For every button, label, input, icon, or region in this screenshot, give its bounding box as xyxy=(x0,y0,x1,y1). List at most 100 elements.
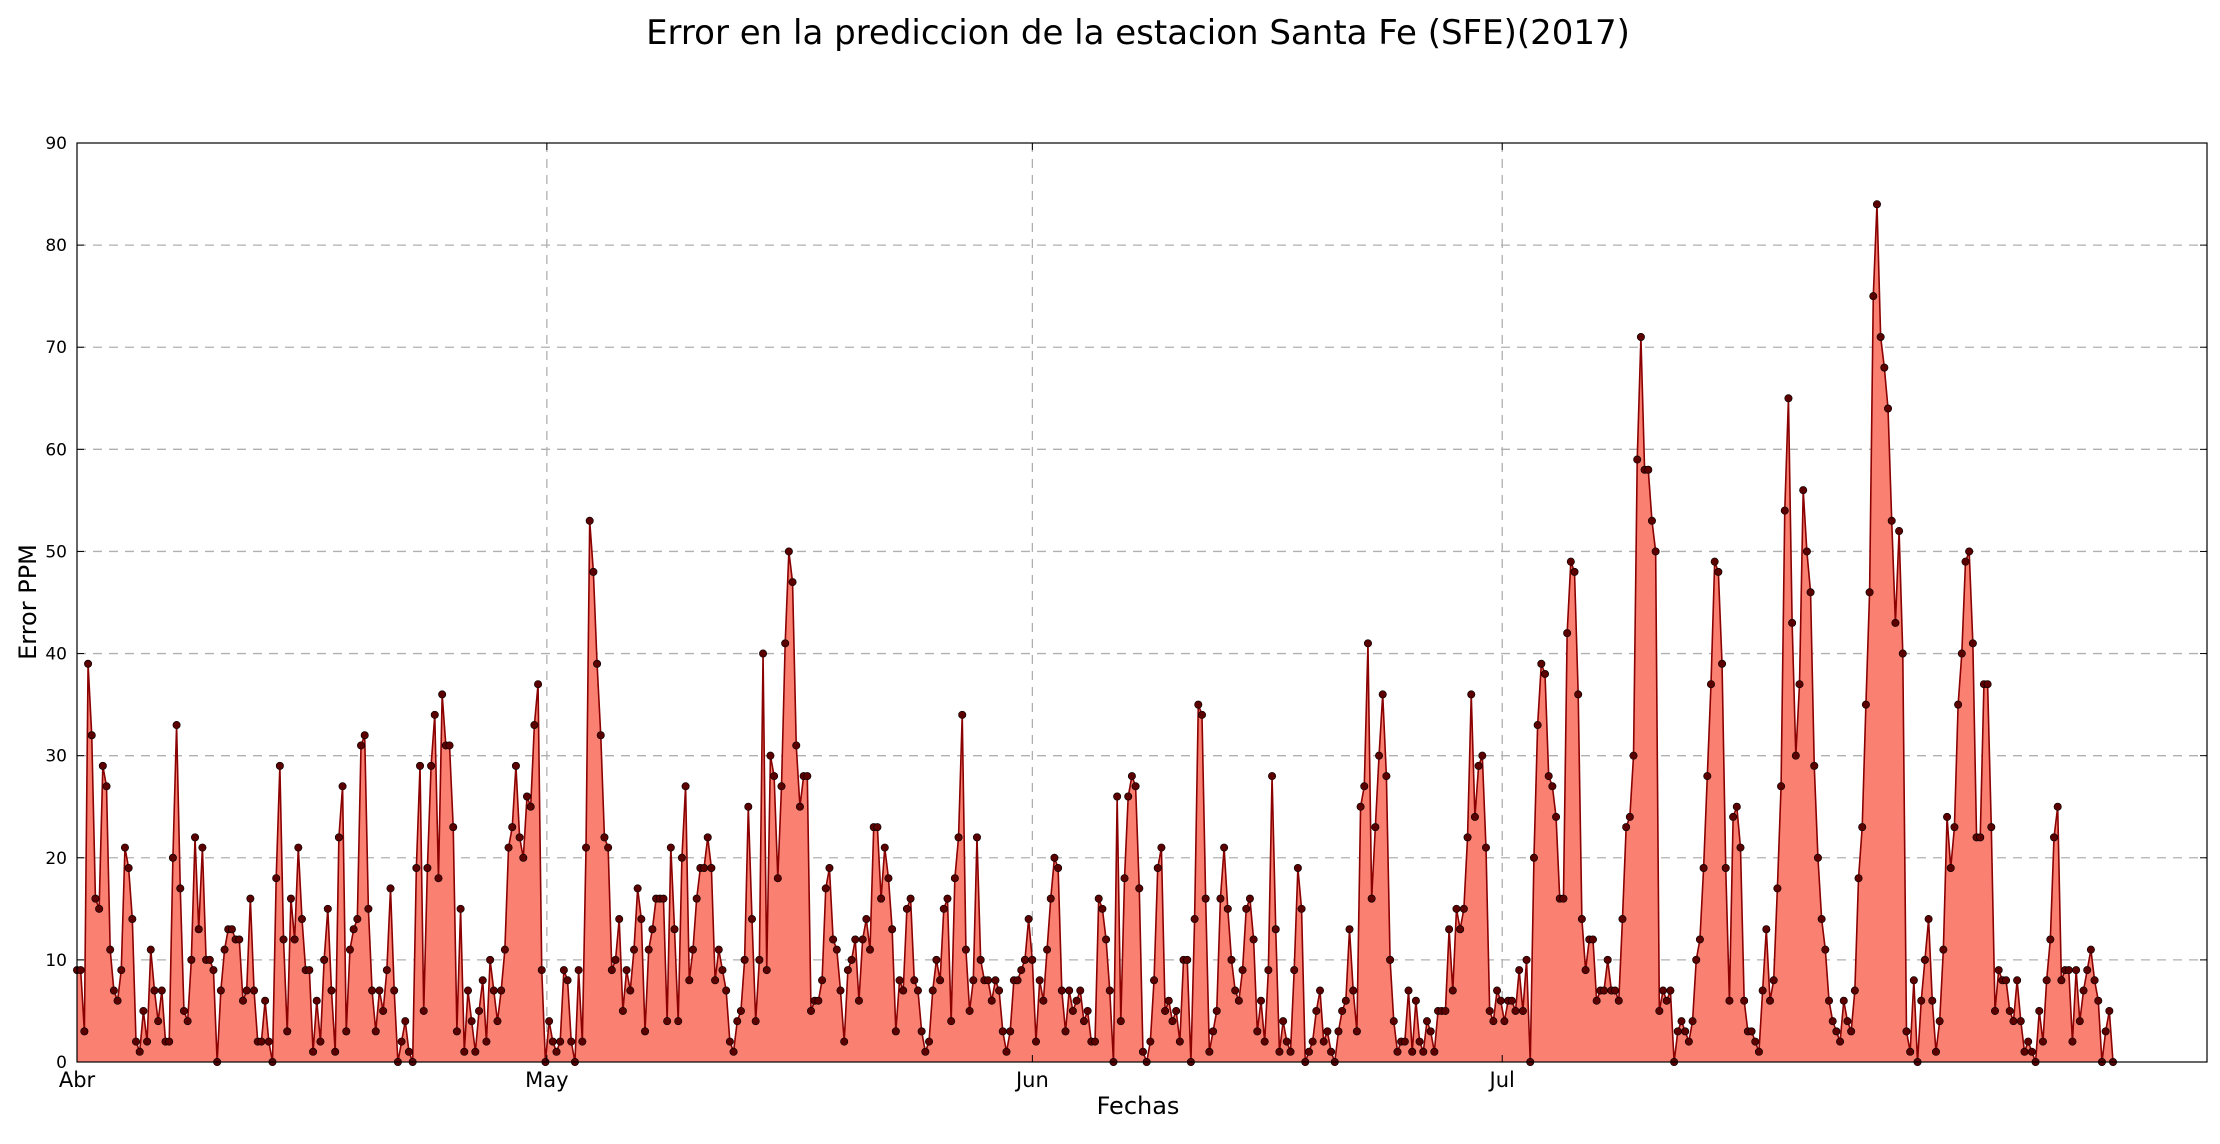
data-point xyxy=(1703,772,1712,781)
y-tick-label: 50 xyxy=(45,542,67,562)
ticks: 0 10 20 30 40 50 60 70 80 90 Abr May Jun Jul xyxy=(45,134,2207,1092)
data-point xyxy=(1847,1027,1856,1036)
data-point xyxy=(1869,292,1878,301)
data-point xyxy=(1581,966,1590,975)
data-point xyxy=(493,1017,502,1026)
data-point xyxy=(1459,904,1468,913)
data-point xyxy=(637,915,646,924)
data-point xyxy=(371,1027,380,1036)
data-point xyxy=(832,945,841,954)
data-point xyxy=(1415,1037,1424,1046)
data-point xyxy=(1795,680,1804,689)
data-point xyxy=(862,915,871,924)
data-point xyxy=(511,761,520,770)
data-point xyxy=(1481,843,1490,852)
data-point xyxy=(947,1017,956,1026)
data-point xyxy=(279,935,288,944)
data-point xyxy=(1091,1037,1100,1046)
data-point xyxy=(286,894,295,903)
data-point xyxy=(95,904,104,913)
data-point xyxy=(216,986,225,995)
data-point xyxy=(851,935,860,944)
data-point xyxy=(1356,802,1365,811)
data-point xyxy=(449,823,458,832)
data-point xyxy=(2053,802,2062,811)
data-point xyxy=(1681,1027,1690,1036)
data-point xyxy=(1035,976,1044,985)
data-point xyxy=(497,986,506,995)
data-point xyxy=(419,1006,428,1015)
data-point xyxy=(80,1027,89,1036)
data-point xyxy=(939,904,948,913)
data-point xyxy=(1544,772,1553,781)
data-point xyxy=(1924,915,1933,924)
data-point xyxy=(740,955,749,964)
data-point xyxy=(534,680,543,689)
data-point xyxy=(1729,812,1738,821)
data-point xyxy=(618,1006,627,1015)
data-point xyxy=(1253,1027,1262,1036)
data-point xyxy=(368,986,377,995)
data-point xyxy=(2105,1006,2114,1015)
data-point xyxy=(312,996,321,1005)
data-point xyxy=(607,966,616,975)
data-point xyxy=(1802,547,1811,556)
data-point xyxy=(401,1017,410,1026)
data-point xyxy=(1880,363,1889,372)
data-point xyxy=(172,721,181,730)
data-point xyxy=(891,1027,900,1036)
data-point xyxy=(1537,659,1546,668)
data-point xyxy=(1518,1006,1527,1015)
data-point xyxy=(2035,1006,2044,1015)
data-point xyxy=(873,823,882,832)
data-point xyxy=(364,904,373,913)
data-point xyxy=(1994,966,2003,975)
axes xyxy=(76,142,2208,1063)
data-point xyxy=(275,761,284,770)
data-point xyxy=(1349,986,1358,995)
data-point xyxy=(309,1047,318,1056)
data-point xyxy=(500,945,509,954)
data-point xyxy=(1297,904,1306,913)
data-point xyxy=(843,966,852,975)
data-point xyxy=(1928,996,1937,1005)
data-point xyxy=(1666,986,1675,995)
data-point xyxy=(109,986,118,995)
data-point xyxy=(877,894,886,903)
data-point xyxy=(1172,1006,1181,1015)
data-point xyxy=(1017,966,1026,975)
data-point xyxy=(1408,1047,1417,1056)
data-point xyxy=(1463,833,1472,842)
data-point xyxy=(954,833,963,842)
data-point xyxy=(784,547,793,556)
data-point xyxy=(1268,772,1277,781)
data-point xyxy=(674,1017,683,1026)
data-point xyxy=(1496,996,1505,1005)
data-point xyxy=(1754,1047,1763,1056)
data-point xyxy=(120,843,129,852)
data-point xyxy=(478,976,487,985)
data-point xyxy=(1216,894,1225,903)
data-point xyxy=(2020,1047,2029,1056)
data-point xyxy=(1157,843,1166,852)
data-point xyxy=(685,976,694,985)
data-point xyxy=(1411,996,1420,1005)
data-point xyxy=(191,833,200,842)
data-point xyxy=(1345,925,1354,934)
data-point xyxy=(139,1006,148,1015)
data-point xyxy=(1072,996,1081,1005)
data-point xyxy=(1636,333,1645,342)
data-point xyxy=(1758,986,1767,995)
data-point xyxy=(438,690,447,699)
data-point xyxy=(2009,1017,2018,1026)
data-point xyxy=(836,986,845,995)
data-point xyxy=(489,986,498,995)
data-point xyxy=(751,1017,760,1026)
y-tick-label: 80 xyxy=(45,236,67,256)
data-point xyxy=(1987,823,1996,832)
data-point xyxy=(235,935,244,944)
data-point xyxy=(1725,996,1734,1005)
data-point xyxy=(1732,802,1741,811)
data-point xyxy=(390,986,399,995)
